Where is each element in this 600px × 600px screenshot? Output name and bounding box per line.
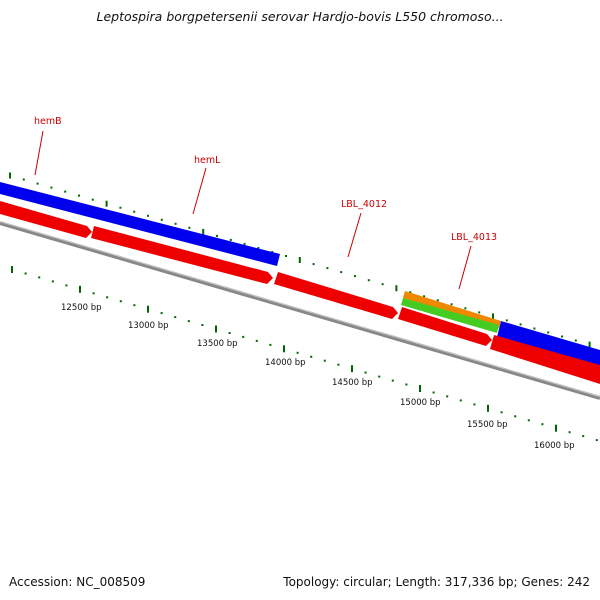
accession-text: Accession: NC_008509: [9, 575, 146, 589]
ruler-label: 12500 bp: [61, 303, 102, 313]
map-title: Leptospira borgpetersenii serovar Hardjo…: [96, 9, 504, 24]
gene-label-hemL[interactable]: hemL: [194, 155, 221, 166]
LBL_4012-leader: [347, 212, 362, 258]
ruler-label: 13000 bp: [128, 321, 169, 331]
gene-label-LBL_4012[interactable]: LBL_4012: [341, 199, 387, 210]
forward-cds-feature[interactable]: [497, 321, 600, 368]
hemL-leader: [192, 167, 207, 215]
ruler-label: 16000 bp: [534, 441, 575, 451]
reverse-cds-feature[interactable]: [490, 335, 600, 384]
ruler-tick-row: [11, 266, 598, 442]
backbone-track: [0, 221, 600, 400]
ruler-label: 15500 bp: [467, 420, 508, 430]
ruler-label: 15000 bp: [400, 398, 441, 408]
green-feature[interactable]: [401, 298, 499, 333]
reverse-cds-feature[interactable]: [0, 201, 92, 238]
gene-label-hemB[interactable]: hemB: [34, 116, 62, 127]
ruler-label: 14500 bp: [332, 378, 373, 388]
outer-tick-row: [9, 172, 591, 348]
hemB-feature[interactable]: [0, 182, 280, 266]
ruler-label: 13500 bp: [197, 339, 238, 349]
reverse-cds-feature[interactable]: [398, 307, 492, 346]
ruler-label: 14000 bp: [265, 358, 306, 368]
hemB-leader: [34, 130, 44, 176]
gene-label-LBL_4013[interactable]: LBL_4013: [451, 232, 497, 243]
backbone-highlight: [0, 221, 600, 398]
reverse-cds-feature[interactable]: [274, 272, 398, 319]
reverse-cds-feature[interactable]: [91, 226, 273, 284]
topology-summary: Topology: circular; Length: 317,336 bp; …: [283, 575, 590, 589]
LBL_4013-leader: [458, 245, 472, 290]
